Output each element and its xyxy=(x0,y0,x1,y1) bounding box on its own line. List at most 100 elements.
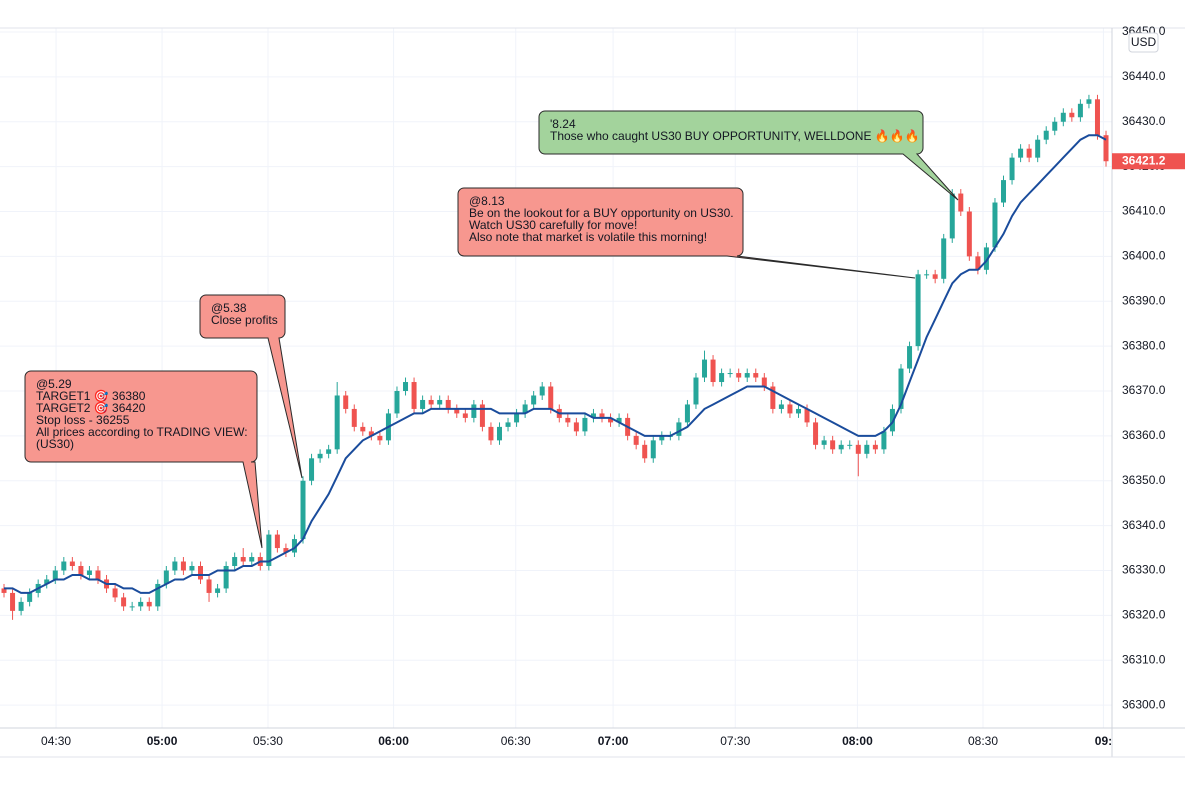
callout-text: Watch US30 carefully for move! xyxy=(469,218,637,232)
candle-body xyxy=(770,386,776,409)
candle-body xyxy=(1,588,7,593)
candle-body xyxy=(855,444,861,454)
x-tick-label: 05:30 xyxy=(253,734,283,748)
y-tick-label: 36330.0 xyxy=(1122,563,1166,577)
candle-body xyxy=(445,399,451,409)
candle-body xyxy=(146,601,152,607)
candle-body xyxy=(129,606,135,608)
x-tick-label: 07:00 xyxy=(598,734,629,748)
callout xyxy=(457,187,916,279)
y-tick-label: 36310.0 xyxy=(1122,652,1166,666)
candle-body xyxy=(1026,148,1032,158)
candle-body xyxy=(121,597,127,607)
candle-body xyxy=(326,449,332,454)
candle-body xyxy=(753,373,759,378)
currency-badge[interactable] xyxy=(1128,32,1159,53)
candle-body xyxy=(1035,139,1041,158)
candle-body xyxy=(215,588,221,593)
callout-text: TARGET2 🎯 36420 xyxy=(36,401,146,415)
candle-body xyxy=(112,588,118,598)
candle-body xyxy=(1077,103,1083,118)
candle-body xyxy=(1086,99,1092,104)
candle-body xyxy=(78,566,84,575)
candle-body xyxy=(52,570,58,580)
candle-body xyxy=(582,417,588,432)
candle-body xyxy=(992,202,998,248)
candle-body xyxy=(479,404,485,427)
callout-text: Stop loss - 36255 xyxy=(36,413,130,427)
y-tick-label: 36370.0 xyxy=(1122,383,1166,397)
y-tick-label: 36400.0 xyxy=(1122,249,1166,263)
candle-body xyxy=(872,444,878,450)
candle-body xyxy=(27,592,33,602)
candle-body xyxy=(266,534,272,567)
candle-body xyxy=(18,601,24,611)
y-tick-label: 36360.0 xyxy=(1122,428,1166,442)
candle-body xyxy=(411,382,417,409)
x-tick-label: 06:00 xyxy=(378,734,409,748)
candle-body xyxy=(1043,130,1049,140)
candle-body xyxy=(881,431,887,450)
candle-body xyxy=(420,399,426,409)
moving-average-line xyxy=(4,134,1107,594)
callout-text: (US30) xyxy=(36,437,74,451)
plot-area xyxy=(1,94,1109,620)
candle-body xyxy=(471,404,477,418)
candle-body xyxy=(573,422,579,432)
candle-body xyxy=(522,404,528,414)
candle-body xyxy=(983,247,989,270)
candle-body xyxy=(889,408,895,432)
callout-text: '8.24 xyxy=(550,117,576,131)
candle-body xyxy=(795,408,801,414)
candle-body xyxy=(1018,148,1024,158)
candle-body xyxy=(684,404,690,423)
candle-body xyxy=(693,377,699,405)
candle-body xyxy=(44,579,50,584)
y-tick-label: 36440.0 xyxy=(1122,69,1166,83)
candle-body xyxy=(155,583,161,607)
candle-body xyxy=(283,548,289,553)
candle-body xyxy=(736,373,742,378)
candle-body xyxy=(787,404,793,414)
candle-body xyxy=(206,579,212,593)
x-tick-label: 08:00 xyxy=(842,734,873,748)
candle-body xyxy=(650,440,656,459)
callout-text: Also note that market is volatile this m… xyxy=(469,230,707,244)
candle-body xyxy=(830,440,836,450)
candle-body xyxy=(864,444,870,454)
candle-body xyxy=(778,404,784,409)
x-tick-label: 08:30 xyxy=(968,734,998,748)
candle-body xyxy=(924,274,930,276)
candle-body xyxy=(437,399,443,405)
candle-body xyxy=(710,359,716,383)
candle-body xyxy=(804,408,810,423)
y-tick-label: 36350.0 xyxy=(1122,473,1166,487)
candle-body xyxy=(138,601,144,607)
candle-body xyxy=(633,435,639,445)
x-tick-label: 05:00 xyxy=(147,734,178,748)
callout-text: All prices according to TRADING VIEW: xyxy=(36,425,248,439)
candle-body xyxy=(462,413,468,418)
candle-body xyxy=(240,557,246,562)
candle-body xyxy=(223,566,229,589)
callout-text: Those who caught US30 BUY OPPORTUNITY, W… xyxy=(550,129,920,143)
candle-body xyxy=(915,274,921,347)
callout-text: @5.29 xyxy=(36,377,72,391)
candle-body xyxy=(351,408,357,427)
candle-body xyxy=(1060,112,1066,122)
candle-body xyxy=(1094,99,1100,136)
candle-body xyxy=(377,435,383,441)
candle-body xyxy=(949,193,955,239)
axes: 36300.0 36310.0 36320.0 36330.0 36340.0 36350… xyxy=(41,24,1185,748)
candle-body xyxy=(1103,135,1109,162)
candle-body xyxy=(975,256,981,270)
x-tick-label: 04:30 xyxy=(41,734,71,748)
candle-body xyxy=(394,390,400,414)
candle-body xyxy=(907,346,913,369)
candle-body xyxy=(10,592,16,611)
candle-body xyxy=(932,274,938,279)
candle-body xyxy=(163,570,169,584)
y-tick-label: 36300.0 xyxy=(1122,697,1166,711)
candle-body xyxy=(565,417,571,423)
